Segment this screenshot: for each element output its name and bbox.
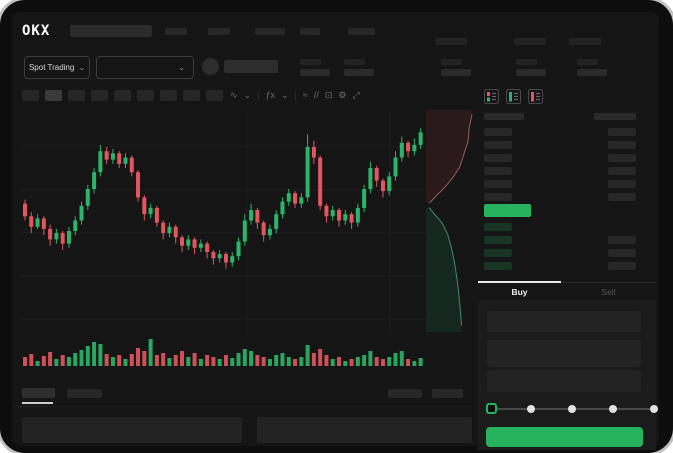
orderbook-row-skeleton	[608, 167, 636, 175]
order-price-input-skeleton[interactable]	[487, 311, 641, 332]
tab-sell[interactable]: Sell	[561, 287, 656, 297]
orderbook-header-skeleton	[594, 113, 636, 120]
sell-tab-label: Sell	[601, 287, 616, 297]
coin-icon	[202, 58, 219, 75]
history-tab-skeleton[interactable]	[67, 389, 102, 398]
orderbook-view-switcher	[484, 89, 543, 104]
chart-toolbar-icons: ∿ ⌄ | ƒx ⌄ | ≈ // ⊡ ⚙ ⤢	[230, 88, 360, 103]
orders-panel-skeleton	[257, 417, 472, 443]
orderbook-row-skeleton	[484, 154, 512, 162]
market-mode-dropdown[interactable]: Spot Trading ⌄	[24, 56, 90, 79]
book-combined-icon[interactable]	[484, 89, 499, 104]
orderbook-row-skeleton	[484, 193, 512, 201]
buy-submit-button[interactable]	[486, 427, 643, 447]
nav-item-skeleton[interactable]	[165, 28, 187, 35]
chevron-down-icon[interactable]: ⌄	[280, 90, 289, 100]
nav-item-skeleton[interactable]	[348, 28, 375, 35]
ticker-stat-skeleton	[516, 69, 546, 76]
ticker-stat-skeleton	[344, 59, 365, 65]
panel-action-skeleton[interactable]	[388, 389, 422, 398]
orderbook-row-skeleton	[608, 154, 636, 162]
orderbook-row-skeleton	[608, 249, 636, 257]
divider: |	[294, 90, 297, 100]
ticker-stat-skeleton	[577, 69, 607, 76]
orderbook-row-skeleton	[608, 141, 636, 149]
orders-panel-skeleton	[22, 417, 242, 443]
book-bids-only-icon[interactable]	[506, 89, 521, 104]
pair-name-skeleton	[224, 60, 278, 73]
slider-step-dot[interactable]	[568, 405, 576, 413]
active-tab-indicator	[478, 281, 561, 283]
ticker-stat-skeleton	[577, 59, 598, 65]
line-chart-icon[interactable]: ≈	[302, 90, 308, 100]
buy-tab-label: Buy	[511, 287, 528, 297]
chevron-down-icon: ⌄	[78, 62, 86, 72]
orderbook-row-skeleton	[608, 262, 636, 270]
orderbook-header-skeleton	[484, 113, 524, 120]
nav-item-skeleton[interactable]	[255, 28, 285, 35]
orderbook-row-skeleton	[484, 236, 512, 244]
slider-handle[interactable]	[486, 403, 497, 414]
orderbook-row-skeleton	[608, 128, 636, 136]
orderbook-row-skeleton	[484, 262, 512, 270]
orderbook-row-skeleton	[608, 193, 636, 201]
orderbook-row-skeleton	[484, 167, 512, 175]
orderbook-row-skeleton	[484, 223, 512, 231]
market-mode-label: Spot Trading	[28, 63, 75, 72]
ticker-stat-skeleton	[441, 59, 462, 65]
orderbook-row-skeleton	[484, 128, 512, 136]
nav-item-skeleton[interactable]	[208, 28, 230, 35]
order-amount-input-skeleton[interactable]	[487, 340, 641, 367]
orderbook-row-skeleton	[484, 180, 512, 188]
nav-item-skeleton[interactable]	[300, 28, 320, 35]
nav-item-skeleton[interactable]	[514, 38, 546, 45]
last-price-badge	[484, 204, 531, 217]
divider: |	[257, 90, 260, 100]
candlestick-chart[interactable]	[20, 112, 426, 334]
tab-buy[interactable]: Buy	[478, 287, 561, 297]
ticker-stat-skeleton	[441, 69, 471, 76]
compare-icon[interactable]: //	[313, 90, 319, 100]
candle-style-icon[interactable]: ∿	[230, 90, 238, 100]
chevron-down-icon: ⌄	[178, 62, 185, 72]
settings-gear-icon[interactable]: ⚙	[338, 90, 347, 100]
chevron-down-icon[interactable]: ⌄	[243, 90, 252, 100]
ticker-stat-skeleton	[300, 59, 321, 65]
order-total-input-skeleton[interactable]	[487, 370, 641, 392]
orders-tab-skeleton[interactable]	[22, 388, 55, 398]
ticker-stat-skeleton	[516, 59, 537, 65]
slider-step-dot[interactable]	[609, 405, 617, 413]
pair-selector-dropdown[interactable]: ⌄	[96, 56, 194, 79]
book-asks-only-icon[interactable]	[528, 89, 543, 104]
nav-item-skeleton[interactable]	[435, 38, 467, 45]
panel-action-skeleton[interactable]	[432, 389, 463, 398]
nav-item-skeleton[interactable]	[569, 38, 601, 45]
depth-chart	[426, 110, 473, 332]
ticker-stat-skeleton	[344, 69, 374, 76]
orderbook-row-skeleton	[484, 249, 512, 257]
okx-logo: OKX	[22, 23, 51, 39]
indicators-icon[interactable]: ƒx	[265, 90, 275, 100]
bottom-divider	[14, 406, 472, 407]
volume-chart	[23, 339, 423, 366]
slider-step-dot[interactable]	[527, 405, 535, 413]
orderbook-row-skeleton	[484, 141, 512, 149]
tab-divider	[561, 282, 656, 283]
chart-interval-skeletons[interactable]	[22, 90, 223, 101]
orderbook-row-skeleton	[608, 180, 636, 188]
active-bottom-tab-indicator	[22, 402, 53, 404]
search-bar-skeleton[interactable]	[70, 25, 152, 37]
fullscreen-icon[interactable]: ⤢	[352, 90, 360, 100]
orderbook-row-skeleton	[608, 236, 636, 244]
ticker-stat-skeleton	[300, 69, 330, 76]
screenshot-icon[interactable]: ⊡	[324, 90, 333, 100]
slider-step-dot[interactable]	[650, 405, 658, 413]
